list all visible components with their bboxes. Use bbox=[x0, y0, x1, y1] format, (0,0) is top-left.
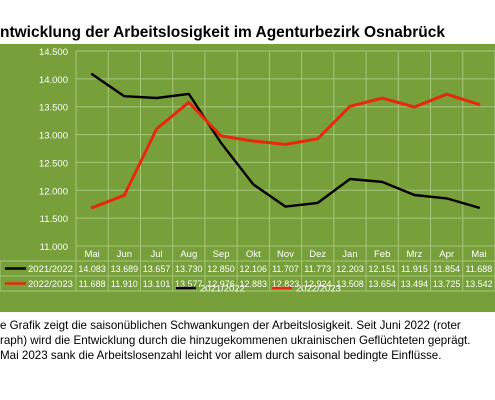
x-tick-label: Mrz bbox=[407, 249, 423, 260]
x-tick-label: Mai bbox=[471, 249, 486, 260]
caption-line: e Grafik zeigt die saisonüblichen Schwan… bbox=[0, 319, 461, 332]
table-cell-value: 11.688 bbox=[79, 279, 106, 289]
table-series-name: 2021/2022 bbox=[28, 264, 73, 275]
x-tick-label: Nov bbox=[277, 249, 294, 260]
x-tick-label: Apr bbox=[439, 249, 454, 260]
y-tick-label: 11.000 bbox=[40, 242, 68, 253]
x-tick-label: Jan bbox=[342, 249, 357, 260]
chart-caption: e Grafik zeigt die saisonüblichen Schwan… bbox=[0, 318, 492, 363]
table-cell-value: 12.151 bbox=[368, 264, 396, 274]
y-axis-tick-labels: 11.000 11.500 12.000 12.500 13.000 13.500 14.0… bbox=[39, 47, 68, 253]
table-cell-value: 13.101 bbox=[143, 279, 171, 289]
grid bbox=[75, 50, 495, 291]
table-cell-value: 13.689 bbox=[111, 264, 139, 274]
table-cell-value: 12.850 bbox=[207, 264, 235, 274]
table-cell-value: 13.654 bbox=[368, 279, 396, 289]
y-tick-label: 12.000 bbox=[39, 186, 68, 197]
x-tick-label: Sep bbox=[213, 249, 230, 260]
table-cell-value: 12.823 bbox=[272, 279, 300, 289]
series-line bbox=[90, 73, 481, 209]
y-tick-label: 13.000 bbox=[39, 131, 68, 142]
table-cell-value: 11.707 bbox=[272, 264, 299, 274]
x-tick-label: Mai bbox=[84, 249, 99, 260]
table-cell-value: 12.924 bbox=[304, 279, 332, 289]
table-series-name: 2022/2023 bbox=[28, 279, 73, 290]
table-cell-value: 12.976 bbox=[207, 279, 235, 289]
table-cell-value: 13.508 bbox=[336, 279, 364, 289]
table-cell-value: 13.577 bbox=[175, 279, 203, 289]
table-cell-value: 13.730 bbox=[175, 264, 203, 274]
x-tick-label: Jun bbox=[117, 249, 132, 260]
legend: 2021/2022 2022/2023 bbox=[176, 284, 341, 295]
table-cell-value: 13.494 bbox=[401, 279, 429, 289]
table-cell-value: 14.083 bbox=[78, 264, 106, 274]
caption-line: Mai 2023 sank die Arbeitslosenzahl leich… bbox=[0, 349, 442, 362]
x-tick-label: Okt bbox=[246, 249, 261, 260]
y-tick-label: 14.000 bbox=[39, 75, 68, 86]
y-tick-label: 14.500 bbox=[39, 47, 68, 58]
legend-label: 2021/2022 bbox=[200, 284, 245, 295]
series-line bbox=[90, 92, 481, 210]
caption-line: raph) wird die Entwicklung durch die hin… bbox=[0, 334, 471, 347]
x-tick-label: Feb bbox=[374, 249, 390, 260]
table-cell-value: 11.915 bbox=[401, 264, 428, 274]
y-tick-label: 12.500 bbox=[39, 158, 68, 169]
y-tick-label: 11.500 bbox=[40, 214, 68, 225]
table-cell-value: 13.542 bbox=[465, 279, 493, 289]
table-cell-value: 11.688 bbox=[465, 264, 492, 274]
table-cell-value: 11.854 bbox=[433, 264, 460, 274]
page-title: ntwicklung der Arbeitslosigkeit im Agent… bbox=[0, 24, 445, 41]
table-cell-value: 11.773 bbox=[304, 264, 331, 274]
y-tick-label: 13.500 bbox=[39, 103, 68, 114]
table-cell-value: 13.657 bbox=[143, 264, 171, 274]
table-cell-value: 13.725 bbox=[433, 279, 461, 289]
line-chart: 11.000 11.500 12.000 12.500 13.000 13.500 14.0… bbox=[0, 44, 495, 312]
table-cell-value: 12.203 bbox=[336, 264, 364, 274]
table-cell-value: 12.106 bbox=[240, 264, 268, 274]
x-tick-label: Jul bbox=[150, 249, 162, 260]
data-table: Mai Jun Jul Aug Sep Okt Nov Dez Jan Feb Mrz Apr Mai 2… bbox=[0, 245, 495, 292]
x-tick-label: Dez bbox=[309, 249, 326, 260]
x-tick-label: Aug bbox=[180, 249, 197, 260]
table-cell-value: 12.883 bbox=[240, 279, 268, 289]
legend-label: 2022/2023 bbox=[296, 284, 341, 295]
series-lines bbox=[90, 73, 481, 210]
table-cell-value: 11.910 bbox=[111, 279, 138, 289]
